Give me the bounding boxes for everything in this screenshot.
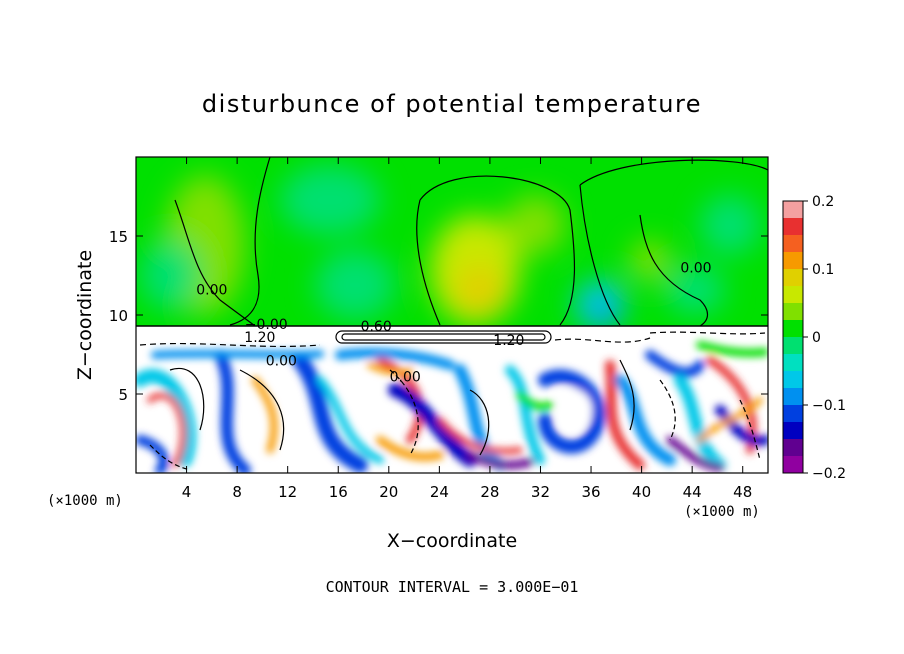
y-tick-label: 15 <box>109 228 128 246</box>
plot-area: 0.00 −0.00 0.60 1.20 1.20 0.00 0.00 0.00 <box>136 157 768 473</box>
x-tick-label: 48 <box>733 483 752 501</box>
contour-label: 1.20 <box>244 330 275 346</box>
contour-label: 0.00 <box>390 369 421 385</box>
colorbar-tick-label: 0.1 <box>812 262 834 278</box>
colorbar-swatch <box>783 303 803 321</box>
colorbar-swatch <box>783 405 803 423</box>
colorbar-swatch <box>783 286 803 304</box>
contour-lines <box>136 157 768 471</box>
colorbar-swatch <box>783 456 803 474</box>
x-tick-label: 24 <box>430 483 449 501</box>
colorbar-swatch <box>783 201 803 219</box>
x-tick-label: 40 <box>632 483 651 501</box>
colorbar-swatch <box>783 422 803 440</box>
colorbar-swatch <box>783 218 803 236</box>
contour-label: 0.60 <box>361 319 392 335</box>
x-tick-label: 8 <box>232 483 242 501</box>
x-tick-label: 12 <box>278 483 297 501</box>
colorbar-swatch <box>783 371 803 389</box>
contour-interval-note: CONTOUR INTERVAL = 3.000E−01 <box>326 578 579 596</box>
y-axis-label: Z−coordinate <box>74 250 96 380</box>
colorbar-swatch <box>783 388 803 406</box>
colorbar-swatch <box>783 354 803 372</box>
lower-field-eddies <box>136 341 768 473</box>
colorbar-swatch <box>783 235 803 253</box>
x-axis-label: X−coordinate <box>387 530 517 552</box>
colorbar-swatch <box>783 320 803 338</box>
colorbar-tick-label: 0.2 <box>812 194 834 210</box>
colorbar-swatch <box>783 337 803 355</box>
y-axis: 5 10 15 <box>109 228 768 404</box>
colorbar-swatch <box>783 252 803 270</box>
x-unit-right: (×1000 m) <box>684 504 760 520</box>
y-tick-label: 5 <box>118 386 128 404</box>
y-tick-label: 10 <box>109 307 128 325</box>
x-axis: 4 8 12 16 20 24 28 32 36 40 44 48 <box>182 157 752 501</box>
contour-labels: 0.00 −0.00 0.60 1.20 1.20 0.00 0.00 0.00 <box>196 260 711 385</box>
x-tick-label: 16 <box>329 483 348 501</box>
x-tick-label: 36 <box>581 483 600 501</box>
colorbar: 0.2 0.1 0 −0.1 −0.2 <box>782 194 846 482</box>
contour-label: 1.20 <box>493 333 524 349</box>
colorbar-tick-label: −0.2 <box>812 466 846 482</box>
colorbar-tick-label: 0 <box>812 330 821 346</box>
colorbar-swatch <box>783 439 803 457</box>
x-tick-label: 28 <box>480 483 499 501</box>
contour-label: 0.00 <box>196 282 227 298</box>
x-tick-label: 44 <box>683 483 702 501</box>
chart-title: disturbunce of potential temperature <box>202 90 702 118</box>
x-tick-label: 32 <box>531 483 550 501</box>
x-tick-label: 4 <box>182 483 192 501</box>
contour-label: 0.00 <box>680 260 711 276</box>
inversion-layer <box>136 326 768 350</box>
contour-label: −0.00 <box>245 317 288 333</box>
x-unit-left: (×1000 m) <box>47 493 123 509</box>
colorbar-swatch <box>783 269 803 287</box>
colorbar-tick-label: −0.1 <box>812 398 846 414</box>
x-tick-label: 20 <box>379 483 398 501</box>
contour-label: 0.00 <box>266 354 297 370</box>
